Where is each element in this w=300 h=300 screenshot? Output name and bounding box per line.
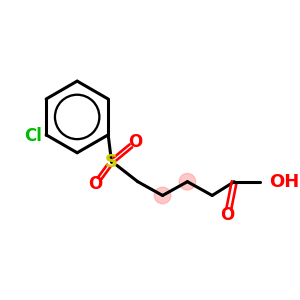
Text: OH: OH bbox=[269, 173, 299, 191]
Text: O: O bbox=[128, 133, 142, 151]
Text: O: O bbox=[220, 206, 235, 224]
Text: O: O bbox=[88, 175, 102, 193]
Text: S: S bbox=[105, 153, 118, 171]
Circle shape bbox=[179, 173, 196, 190]
Text: Cl: Cl bbox=[24, 127, 42, 145]
Circle shape bbox=[154, 187, 171, 204]
